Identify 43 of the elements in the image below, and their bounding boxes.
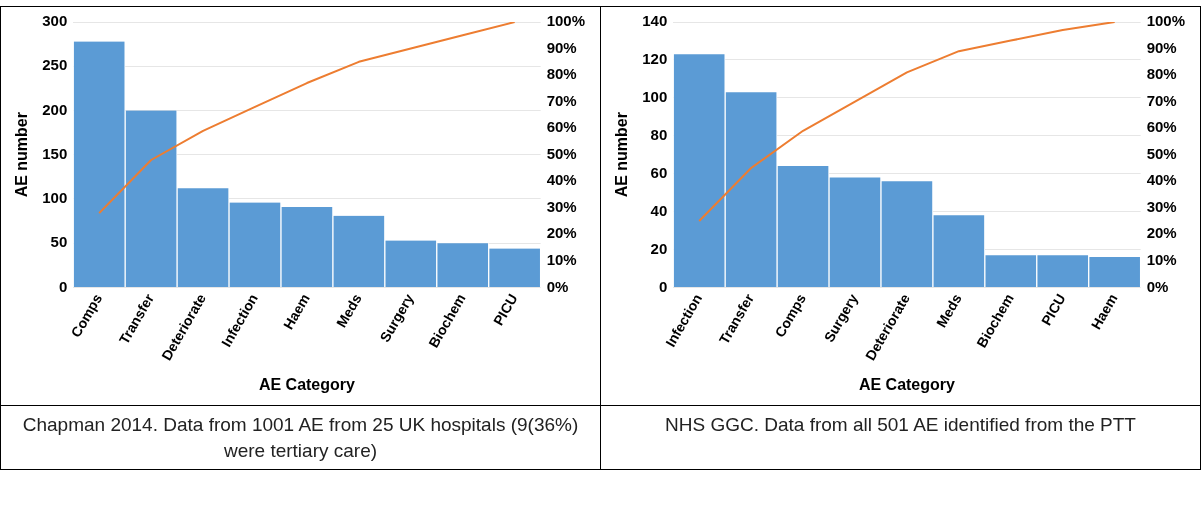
y2-tick-label: 90% xyxy=(546,38,577,56)
y2-tick-label: 70% xyxy=(1146,91,1177,109)
y-tick-label: 250 xyxy=(42,56,68,74)
y2-tick-label: 100% xyxy=(1146,12,1186,30)
y2-tick-label: 60% xyxy=(1146,118,1177,136)
y-tick-label: 40 xyxy=(650,201,668,219)
y-axis-title: AE number xyxy=(13,112,31,198)
y-tick-label: 120 xyxy=(642,50,668,68)
y-tick-label: 200 xyxy=(42,100,68,118)
y-tick-label: 80 xyxy=(650,125,668,143)
y-tick-label: 0 xyxy=(658,277,668,295)
y-axis-title: AE number xyxy=(613,112,631,198)
y-tick-label: 20 xyxy=(650,239,668,257)
y2-tick-label: 30% xyxy=(546,197,577,215)
y2-tick-label: 0% xyxy=(546,277,569,295)
y2-tick-label: 50% xyxy=(546,144,577,162)
y-tick-label: 300 xyxy=(42,12,68,30)
x-axis-title: AE Category xyxy=(858,375,956,393)
y2-tick-label: 40% xyxy=(546,171,577,189)
y2-tick-label: 90% xyxy=(1146,38,1177,56)
y2-tick-label: 60% xyxy=(546,118,577,136)
y-tick-label: 0 xyxy=(58,277,68,295)
y-tick-label: 60 xyxy=(650,163,668,181)
y2-tick-label: 20% xyxy=(1146,224,1177,242)
y2-tick-label: 0% xyxy=(1146,277,1169,295)
y2-tick-label: 50% xyxy=(1146,144,1177,162)
y2-tick-label: 40% xyxy=(1146,171,1177,189)
y2-tick-label: 80% xyxy=(546,65,577,83)
y2-tick-label: 80% xyxy=(1146,65,1177,83)
y2-tick-label: 30% xyxy=(1146,197,1177,215)
y-tick-label: 150 xyxy=(42,144,68,162)
y2-tick-label: 20% xyxy=(546,224,577,242)
text: Chapman 2014. Data from 1001 AE from 25 UK hospitals (9(36%) were tertiary care) xyxy=(21,413,580,463)
text: NHS GGC. Data from all 501 AE identified from the PTT xyxy=(664,413,1137,437)
y2-tick-label: 100% xyxy=(546,12,586,30)
y2-tick-label: 10% xyxy=(546,250,577,268)
x-axis-title: AE Category xyxy=(258,375,356,393)
y2-tick-label: 70% xyxy=(546,91,577,109)
y-tick-label: 100 xyxy=(642,87,668,105)
y-tick-label: 50 xyxy=(50,233,68,251)
y-tick-label: 100 xyxy=(42,189,68,207)
y-tick-label: 140 xyxy=(642,12,668,30)
y2-tick-label: 10% xyxy=(1146,250,1177,268)
